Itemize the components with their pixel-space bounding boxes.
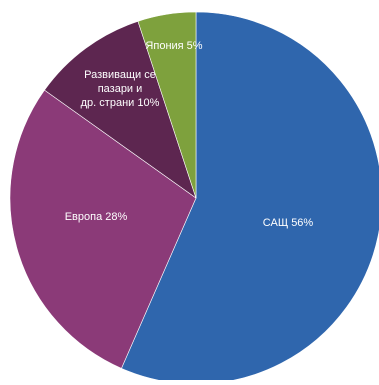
pie-label-2: Развиващи се пазари и др. страни 10% xyxy=(81,69,160,109)
pie-slice-3 xyxy=(137,11,197,199)
pie-label-1: Европа 28% xyxy=(65,211,128,223)
pie-label-3: Япония 5% xyxy=(145,40,202,52)
pie-labels: САЩ 56% Европа 28% Развиващи се пазари и др.… xyxy=(65,40,314,229)
pie-slices xyxy=(9,11,379,385)
pie-slice-2 xyxy=(44,20,197,199)
pie-label-0: САЩ 56% xyxy=(263,217,314,229)
pie-slice-1 xyxy=(9,89,197,369)
